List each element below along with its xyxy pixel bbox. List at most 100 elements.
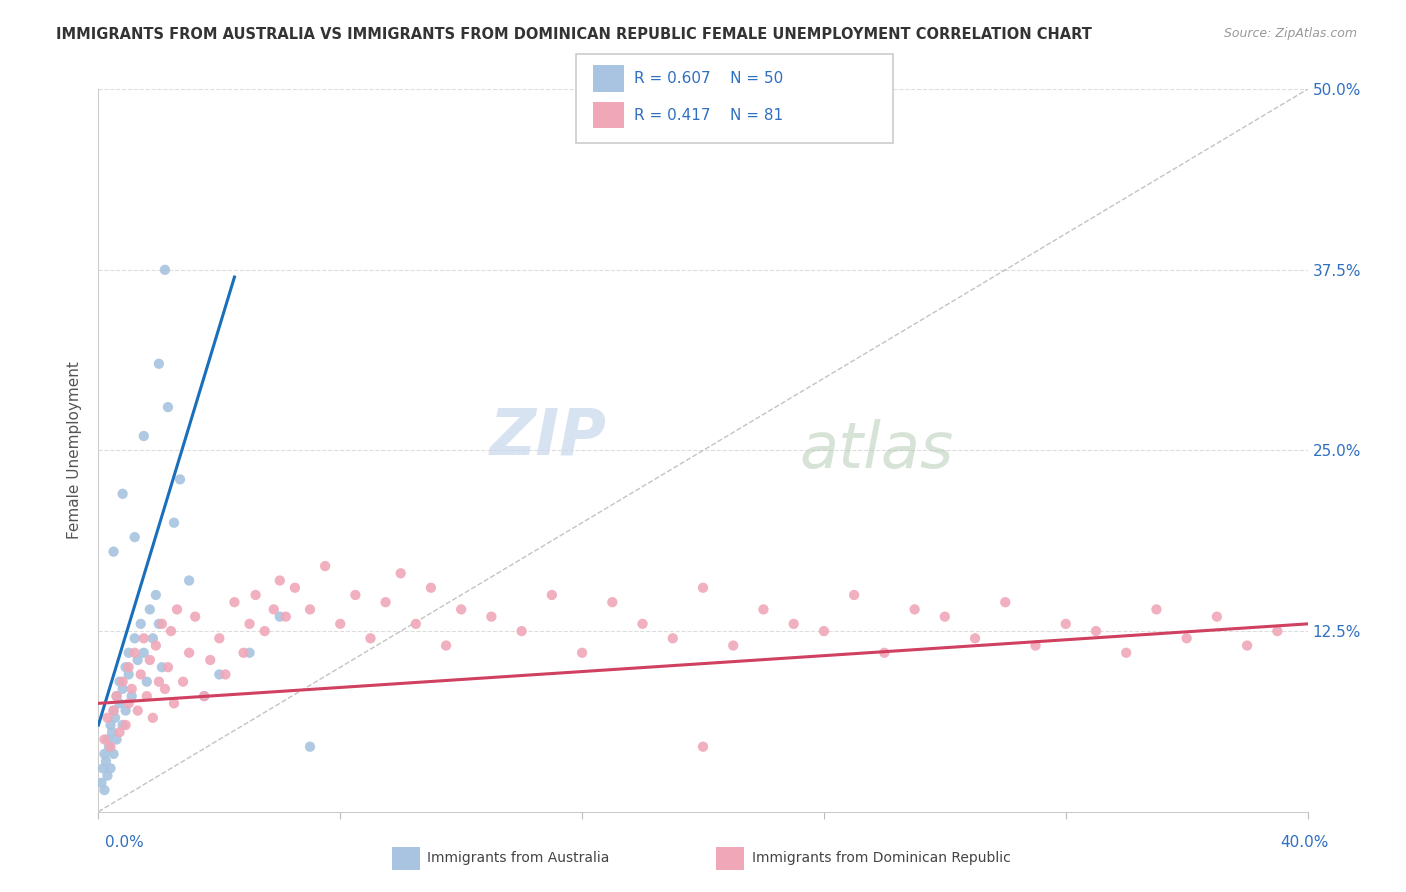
Point [481, 609, 503, 624]
Point [90, 776, 112, 790]
Point [153, 681, 176, 696]
Point [142, 711, 165, 725]
Point [631, 616, 654, 631]
Point [965, 632, 987, 646]
Point [263, 602, 285, 616]
Point [103, 704, 125, 718]
Point [1115, 646, 1137, 660]
Point [214, 667, 236, 681]
Point [179, 574, 201, 588]
Point [100, 761, 122, 775]
Text: Source: ZipAtlas.com: Source: ZipAtlas.com [1223, 27, 1357, 40]
Point [434, 639, 457, 653]
Point [232, 646, 254, 660]
Point [121, 681, 143, 696]
Point [314, 559, 336, 574]
Point [752, 602, 775, 616]
Point [96, 732, 118, 747]
Point [200, 653, 222, 667]
Point [93, 747, 115, 761]
Point [239, 616, 262, 631]
Point [169, 472, 191, 486]
Point [153, 262, 176, 277]
Point [96, 711, 118, 725]
Point [184, 609, 207, 624]
Point [148, 616, 170, 631]
Point [1206, 609, 1229, 624]
Point [103, 704, 125, 718]
Point [139, 602, 162, 616]
Point [121, 689, 143, 703]
Point [111, 681, 134, 696]
Point [148, 674, 170, 689]
Point [239, 646, 262, 660]
Point [299, 602, 322, 616]
Point [145, 639, 167, 653]
Point [344, 588, 367, 602]
Point [420, 581, 443, 595]
Point [274, 609, 297, 624]
Point [94, 754, 117, 768]
Point [93, 783, 115, 797]
Point [160, 624, 183, 639]
Text: R = 0.607    N = 50: R = 0.607 N = 50 [634, 71, 783, 86]
Text: Immigrants from Dominican Republic: Immigrants from Dominican Republic [752, 851, 1011, 865]
Point [934, 609, 956, 624]
Point [103, 747, 125, 761]
Text: R = 0.417    N = 81: R = 0.417 N = 81 [634, 108, 783, 122]
Point [299, 739, 322, 754]
Point [118, 646, 141, 660]
Point [994, 595, 1017, 609]
Point [105, 732, 128, 747]
Point [124, 632, 146, 646]
Point [156, 660, 179, 674]
Point [208, 667, 231, 681]
Point [91, 761, 114, 775]
Point [1054, 616, 1077, 631]
Point [150, 616, 173, 631]
Point [114, 704, 136, 718]
Point [166, 602, 188, 616]
Text: IMMIGRANTS FROM AUSTRALIA VS IMMIGRANTS FROM DOMINICAN REPUBLIC FEMALE UNEMPLOYM: IMMIGRANTS FROM AUSTRALIA VS IMMIGRANTS … [56, 27, 1092, 42]
Text: 0.0%: 0.0% [105, 836, 145, 850]
Point [245, 588, 267, 602]
Point [284, 581, 307, 595]
Point [389, 566, 412, 581]
Point [510, 624, 533, 639]
Point [111, 718, 134, 732]
Point [156, 400, 179, 414]
Point [111, 674, 134, 689]
Point [873, 646, 896, 660]
Point [1267, 624, 1289, 639]
Point [1024, 639, 1046, 653]
Point [105, 689, 128, 703]
Point [118, 667, 141, 681]
Point [692, 739, 714, 754]
Point [132, 646, 155, 660]
Point [103, 544, 125, 558]
Point [148, 357, 170, 371]
Text: ZIP: ZIP [489, 405, 606, 467]
Point [269, 574, 291, 588]
Point [329, 616, 352, 631]
Point [129, 667, 152, 681]
Point [114, 718, 136, 732]
Point [118, 660, 141, 674]
Point [150, 660, 173, 674]
Point [100, 739, 122, 754]
Point [142, 632, 165, 646]
Point [100, 718, 122, 732]
Point [571, 646, 593, 660]
Y-axis label: Female Unemployment: Female Unemployment [67, 361, 83, 540]
Point [783, 616, 806, 631]
Point [163, 516, 186, 530]
Point [111, 487, 134, 501]
Point [374, 595, 396, 609]
Point [661, 632, 683, 646]
Point [108, 696, 131, 710]
Point [692, 581, 714, 595]
Point [98, 739, 121, 754]
Point [93, 732, 115, 747]
Point [1175, 632, 1198, 646]
Point [163, 696, 186, 710]
